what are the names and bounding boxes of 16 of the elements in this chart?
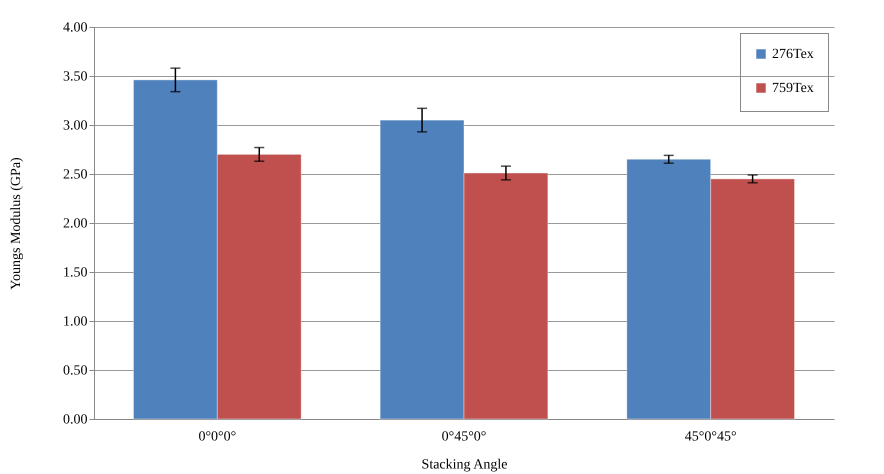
y-axis-title: Youngs Modulus (GPa) <box>9 156 24 290</box>
y-tick-label: 2.00 <box>63 216 88 232</box>
x-tick-label: 0°45°0° <box>442 430 486 444</box>
x-axis-title: Stacking Angle <box>422 458 508 472</box>
y-tick-label: 3.50 <box>63 70 88 84</box>
y-tick-label: 0.50 <box>63 364 88 378</box>
x-tick-label: 0°0°0° <box>198 430 236 444</box>
y-tick-label: 0.00 <box>63 412 88 428</box>
x-tick-label: 45°0°45° <box>684 430 737 444</box>
y-tick-label: 3.00 <box>63 118 88 134</box>
y-tick-label: 2.50 <box>63 168 88 182</box>
y-tick-label: 4.00 <box>63 20 88 36</box>
y-tick-label: 1.00 <box>63 314 88 330</box>
y-tick-label: 1.50 <box>63 266 88 280</box>
legend-label: 759Tex <box>772 81 814 96</box>
legend-label: 276Tex <box>772 47 814 62</box>
